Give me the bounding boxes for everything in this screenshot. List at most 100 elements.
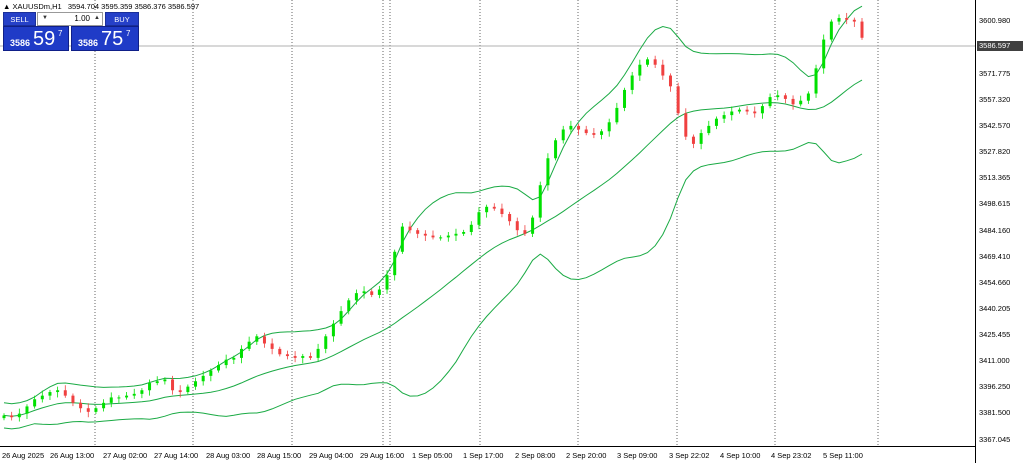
buy-price-big: 75 bbox=[101, 28, 124, 50]
candle-body bbox=[454, 233, 458, 236]
price-chart[interactable] bbox=[0, 0, 975, 446]
sell-price-prefix: 3586 bbox=[10, 38, 31, 48]
one-click-trading-panel: SELL ▼ 1.00 ▲ BUY 3586 59 7 3586 75 7 bbox=[3, 12, 139, 51]
candle-body bbox=[469, 224, 473, 232]
candle-body bbox=[531, 217, 535, 234]
price-label: 3527.820 bbox=[979, 147, 1011, 156]
vertical-gridlines bbox=[94, 0, 879, 446]
price-label: 3367.045 bbox=[979, 435, 1011, 444]
candle-body bbox=[385, 275, 389, 290]
price-label: 3454.660 bbox=[979, 278, 1011, 287]
candle-body bbox=[829, 21, 833, 40]
candle-body bbox=[40, 395, 44, 400]
candle-body bbox=[308, 356, 312, 358]
candle-body bbox=[293, 356, 297, 358]
price-label: 3440.205 bbox=[979, 304, 1011, 313]
ohlc-values: 3594.704 3595.359 3586.376 3586.597 bbox=[67, 2, 200, 11]
candle-body bbox=[10, 415, 14, 418]
candle-body bbox=[33, 399, 37, 407]
lot-decrease-icon[interactable]: ▼ bbox=[42, 15, 48, 21]
candle-body bbox=[125, 395, 129, 398]
candle-body bbox=[446, 235, 450, 238]
price-label: 3469.410 bbox=[979, 252, 1011, 261]
current-price-tag: 3586.597 bbox=[977, 41, 1023, 51]
candle-body bbox=[638, 64, 642, 76]
buy-price-box[interactable]: 3586 75 7 bbox=[71, 26, 139, 51]
candle-body bbox=[201, 375, 205, 382]
candle-body bbox=[262, 336, 266, 344]
candle-body bbox=[370, 291, 374, 295]
candle-body bbox=[339, 311, 343, 324]
candle-body bbox=[485, 206, 489, 213]
sell-button[interactable]: SELL bbox=[3, 12, 36, 26]
candle-body bbox=[753, 111, 757, 114]
band-lower bbox=[3, 141, 863, 430]
candle-body bbox=[247, 341, 251, 349]
candle-body bbox=[400, 226, 404, 252]
candle-body bbox=[791, 98, 795, 105]
candle-body bbox=[270, 343, 274, 349]
candle-body bbox=[600, 131, 604, 135]
candle-body bbox=[232, 357, 236, 360]
candle-body bbox=[523, 230, 527, 234]
price-label: 3396.250 bbox=[979, 382, 1011, 391]
candle-body bbox=[684, 113, 688, 137]
lot-increase-icon[interactable]: ▲ bbox=[94, 15, 100, 21]
candle-body bbox=[155, 381, 159, 384]
candle-body bbox=[607, 122, 611, 132]
price-label: 3498.615 bbox=[979, 199, 1011, 208]
candle-body bbox=[569, 125, 573, 130]
chart-area[interactable] bbox=[0, 0, 975, 446]
price-label: 3542.570 bbox=[979, 121, 1011, 130]
time-axis[interactable]: 26 Aug 2025 26 Aug 13:00 27 Aug 02:00 27… bbox=[0, 446, 975, 463]
candle-body bbox=[102, 402, 106, 409]
candlesticks bbox=[2, 12, 864, 422]
candle-body bbox=[17, 413, 21, 418]
candle-body bbox=[148, 383, 152, 391]
time-label: 29 Aug 16:00 bbox=[360, 451, 405, 460]
candle-body bbox=[316, 348, 320, 358]
candle-body bbox=[554, 140, 558, 159]
candle-body bbox=[646, 59, 649, 65]
time-label: 2 Sep 20:00 bbox=[566, 451, 607, 460]
candle-body bbox=[561, 129, 565, 141]
candle-body bbox=[301, 356, 305, 358]
time-label: 28 Aug 03:00 bbox=[206, 451, 251, 460]
time-label: 1 Sep 17:00 bbox=[463, 451, 504, 460]
candle-body bbox=[584, 129, 588, 134]
candle-body bbox=[806, 93, 810, 101]
candle-body bbox=[714, 118, 718, 126]
price-label: 3411.000 bbox=[979, 356, 1010, 365]
time-label: 3 Sep 22:02 bbox=[669, 451, 710, 460]
time-label: 26 Aug 2025 bbox=[2, 451, 45, 460]
time-label: 29 Aug 04:00 bbox=[309, 451, 354, 460]
band-upper bbox=[3, 5, 863, 405]
candle-body bbox=[209, 370, 213, 376]
symbol-name: XAUUSDm,H1 bbox=[12, 2, 62, 11]
price-label: 3381.500 bbox=[979, 408, 1011, 417]
buy-button[interactable]: BUY bbox=[105, 12, 139, 26]
candle-body bbox=[691, 136, 695, 144]
collapse-triangle-icon[interactable]: ▲ bbox=[3, 2, 11, 11]
bollinger-bands bbox=[3, 5, 863, 430]
time-label: 27 Aug 14:00 bbox=[154, 451, 199, 460]
sell-price-box[interactable]: 3586 59 7 bbox=[3, 26, 69, 51]
candle-body bbox=[477, 212, 481, 225]
candle-body bbox=[324, 336, 328, 349]
candle-body bbox=[546, 158, 550, 186]
candle-body bbox=[354, 293, 358, 301]
candle-body bbox=[837, 17, 841, 22]
lot-value: 1.00 bbox=[74, 14, 90, 23]
candle-body bbox=[109, 397, 113, 403]
price-axis[interactable]: 3600.980 3586.597 3571.775 3557.320 3542… bbox=[975, 0, 1024, 463]
candle-body bbox=[668, 75, 672, 87]
buy-price-prefix: 3586 bbox=[78, 38, 99, 48]
lot-size-input[interactable]: ▼ 1.00 ▲ bbox=[37, 12, 103, 26]
candle-body bbox=[117, 397, 121, 399]
candle-body bbox=[408, 226, 412, 231]
candle-body bbox=[538, 185, 542, 218]
candle-body bbox=[94, 408, 98, 412]
price-label: 3557.320 bbox=[979, 95, 1011, 104]
candle-body bbox=[186, 386, 190, 393]
candle-body bbox=[140, 390, 144, 394]
